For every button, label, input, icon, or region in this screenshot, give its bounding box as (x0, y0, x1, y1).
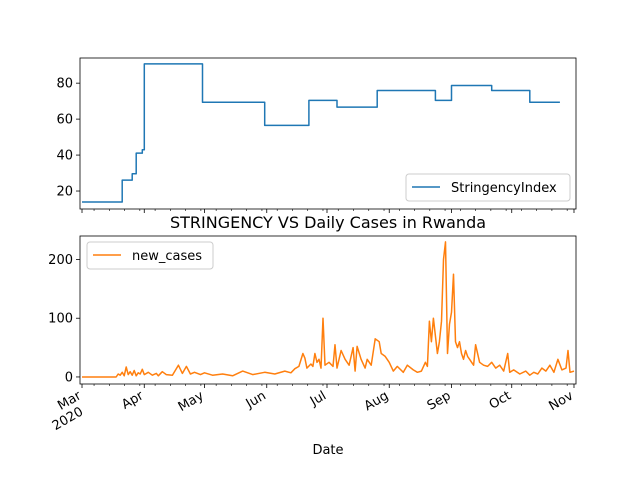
x-tick-label: Jul (307, 388, 329, 409)
x-axis-label: Date (312, 443, 343, 458)
stringency-legend-box (405, 173, 571, 202)
x-tick-label: Sep (425, 388, 454, 413)
chart-title: STRINGENCY VS Daily Cases in Rwanda (170, 213, 486, 232)
y-tick-label: 200 (48, 253, 73, 268)
x-tick-label: Aug (362, 388, 391, 414)
cases-y-axis: 0 100 200 (48, 253, 80, 385)
cases-legend-label: new_cases (132, 249, 202, 264)
x-tick-label: Oct (487, 388, 514, 412)
series-line-StringencyIndex (82, 63, 560, 203)
stringency-legend: StringencyIndex (405, 173, 571, 202)
x-tick-label: May (176, 388, 207, 415)
y-tick-label: 100 (48, 312, 73, 327)
cases-chart: STRINGENCY VS Daily Cases in Rwanda 0 100… (48, 213, 577, 458)
cases-legend: new_cases (86, 241, 214, 270)
cases-plot-frame (79, 235, 577, 385)
series-line-new_cases (82, 241, 575, 378)
stringency-plot-frame (79, 57, 577, 210)
y-tick-label: 40 (56, 149, 73, 164)
stringency-legend-label: StringencyIndex (451, 181, 557, 196)
y-tick-label: 0 (65, 370, 73, 385)
stringency-y-axis: 20 40 60 80 (56, 77, 80, 200)
y-tick-label: 20 (56, 185, 73, 200)
cases-legend-box (86, 241, 214, 270)
stringency-chart: 20 40 60 80 StringencyIndex (56, 57, 577, 213)
y-tick-label: 80 (56, 77, 73, 92)
stringency-x-ticks (81, 209, 575, 213)
y-tick-label: 60 (56, 113, 73, 128)
x-tick-label: Jun (243, 388, 269, 412)
cases-series (82, 241, 575, 378)
stringency-series (82, 63, 560, 203)
x-tick-label: Nov (547, 388, 577, 414)
x-tick-label: Apr (119, 388, 147, 413)
